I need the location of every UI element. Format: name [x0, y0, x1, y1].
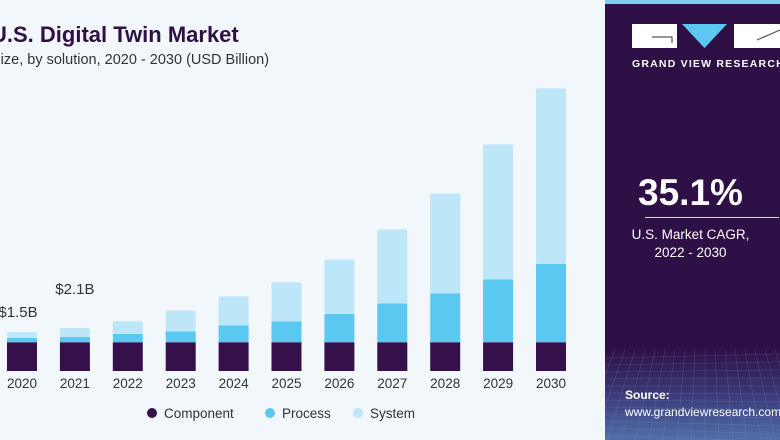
panel-accent-line [605, 0, 780, 4]
bar-stack-2022 [112, 321, 143, 371]
bar-process-2020 [7, 338, 37, 343]
bar-process-2029 [483, 279, 514, 343]
bar-system-2022 [112, 321, 143, 334]
legend-item-process: Process [265, 406, 331, 421]
bar-process-2024 [218, 325, 249, 343]
cagr-label-line2: 2022 - 2030 [654, 245, 727, 260]
x-tick-label: 2022 [113, 376, 143, 391]
bar-stack-2028 [430, 193, 461, 371]
legend-item-system: System [353, 406, 415, 421]
chart-title: U.S. Digital Twin Market [0, 22, 239, 47]
divider [645, 217, 779, 218]
grand-view-research-logo [632, 24, 780, 48]
x-tick-label: 2030 [536, 376, 566, 391]
bar-system-2021 [59, 328, 90, 337]
legend-item-component: Component [147, 406, 234, 421]
bar-component-2028 [430, 342, 461, 371]
cagr-label: U.S. Market CAGR, 2022 - 2030 [605, 226, 778, 262]
x-tick-label: 2025 [271, 376, 301, 391]
bar-stack-2025 [271, 282, 302, 371]
bar-stack-2029 [483, 144, 514, 371]
legend-label: System [370, 406, 415, 421]
bar-stack-2020 [7, 332, 37, 371]
legend-marker [353, 408, 363, 418]
bar-component-2029 [483, 342, 514, 371]
bar-process-2022 [112, 334, 143, 343]
bar-stack-2027 [377, 229, 408, 371]
data-label-2020: $1.5B [0, 304, 38, 321]
bar-component-2021 [59, 342, 90, 371]
x-tick-label: 2026 [324, 376, 354, 391]
bar-system-2028 [430, 193, 461, 294]
bar-component-2023 [165, 342, 196, 371]
x-tick-label: 2028 [430, 376, 460, 391]
bar-system-2024 [218, 296, 249, 326]
bar-process-2030 [536, 264, 566, 343]
brand-name: GRAND VIEW RESEARCH [632, 58, 780, 70]
bar-system-2026 [324, 259, 355, 314]
legend-marker [147, 408, 157, 418]
bar-component-2024 [218, 342, 249, 371]
bar-stack-2021 [59, 328, 90, 371]
bar-stack-2024 [218, 296, 249, 371]
cagr-label-line1: U.S. Market CAGR, [631, 227, 750, 242]
bar-component-2030 [536, 342, 566, 371]
source-label: Source: [625, 388, 670, 402]
bar-process-2027 [377, 303, 408, 343]
x-tick-label: 2024 [219, 376, 250, 391]
bar-component-2022 [112, 342, 143, 371]
x-tick-label: 2027 [377, 376, 407, 391]
legend: Component Process System [147, 406, 415, 421]
bar-process-2023 [165, 331, 196, 343]
bar-system-2020 [7, 332, 37, 338]
legend-label: Process [282, 406, 331, 421]
chart-subtitle: Size, by solution, 2020 - 2030 (USD Bill… [0, 52, 270, 68]
bar-process-2025 [271, 321, 302, 343]
bar-process-2021 [59, 337, 90, 343]
bar-system-2023 [165, 310, 196, 332]
bar-component-2025 [271, 342, 302, 371]
legend-marker [265, 408, 275, 418]
grid-background [605, 350, 780, 440]
source-link[interactable]: www.grandviewresearch.com [625, 405, 780, 419]
bar-stack-2026 [324, 259, 355, 371]
bar-process-2026 [324, 314, 355, 343]
bar-component-2027 [377, 342, 408, 371]
bar-stack-2023 [165, 310, 196, 371]
bar-system-2029 [483, 144, 514, 280]
bar-stack-2030 [536, 88, 566, 371]
bar-system-2025 [271, 282, 302, 322]
x-tick-label: 2023 [166, 376, 196, 391]
x-tick-label: 2021 [60, 376, 90, 391]
info-panel: GRAND VIEW RESEARCH 35.1% U.S. Market CA… [605, 0, 780, 440]
bar-component-2026 [324, 342, 355, 371]
data-label-2021: $2.1B [55, 281, 94, 298]
bar-component-2020 [7, 342, 37, 371]
legend-label: Component [164, 406, 234, 421]
stacked-bar-chart: 2020 2021 2022 2023 2024 2025 2026 2027 2028 2029… [0, 88, 566, 421]
cagr-value: 35.1% [638, 172, 743, 213]
x-tick-label: 2020 [7, 376, 37, 391]
x-tick-label: 2029 [483, 376, 513, 391]
bar-system-2027 [377, 229, 408, 304]
bar-system-2030 [536, 88, 566, 264]
bar-process-2028 [430, 293, 461, 343]
